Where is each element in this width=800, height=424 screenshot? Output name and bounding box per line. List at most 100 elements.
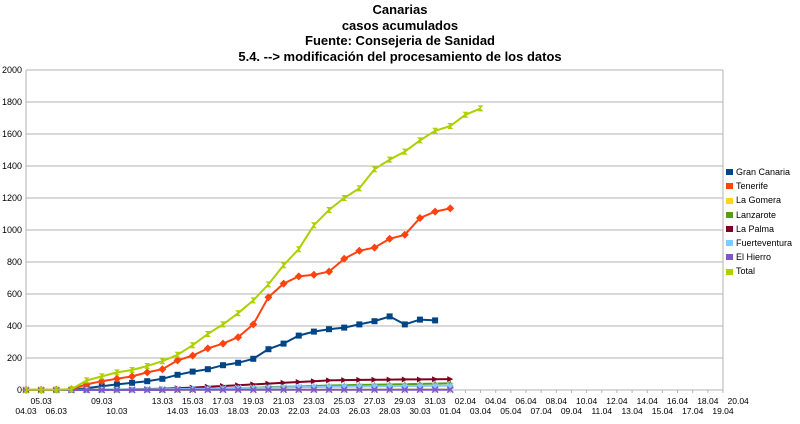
- data-point-el-hierro: [158, 386, 166, 394]
- x-tick-label-top: 10.04: [576, 396, 598, 406]
- data-point-el-hierro: [355, 386, 363, 394]
- legend-swatch: [726, 268, 733, 275]
- data-point-total: [326, 207, 333, 213]
- series-line-total: [26, 107, 481, 391]
- legend-swatch: [726, 197, 733, 204]
- data-point-el-hierro: [431, 386, 439, 394]
- x-tick-label-bottom: 01.04: [440, 406, 462, 416]
- x-tick-label-bottom: 26.03: [349, 406, 371, 416]
- data-point-la-palma: [401, 376, 408, 383]
- data-point-gran-canaria: [280, 340, 287, 347]
- legend-swatch: [726, 225, 733, 232]
- data-point-fuerteventura: [234, 384, 242, 392]
- data-point-total: [356, 185, 363, 192]
- data-point-total: [280, 262, 287, 269]
- legend-item-gran-canaria: Gran Canaria: [726, 165, 792, 179]
- legend-label: Fuerteventura: [736, 238, 793, 249]
- legend-swatch: [726, 240, 733, 247]
- legend-item-la-gomera: La Gomera: [726, 193, 792, 207]
- series-line-gran-canaria: [26, 315, 436, 391]
- data-point-tenerife: [340, 254, 349, 263]
- data-point-tenerife: [188, 351, 197, 360]
- x-tick-label-bottom: 30.03: [409, 406, 431, 416]
- data-point-el-hierro: [189, 386, 197, 394]
- x-tick-label-top: 16.04: [667, 396, 689, 406]
- data-point-gran-canaria: [265, 346, 272, 353]
- x-tick-label-bottom: 07.04: [531, 406, 553, 416]
- data-point-total: [98, 373, 105, 380]
- data-point-la-palma: [280, 379, 287, 386]
- y-tick-label: 1200: [2, 193, 22, 203]
- x-tick-label-bottom: 13.04: [621, 406, 643, 416]
- y-tick-label: 1000: [2, 225, 22, 235]
- data-point-la-palma: [326, 377, 333, 384]
- data-point-tenerife: [173, 356, 182, 365]
- legend-label: Total: [736, 266, 756, 277]
- data-point-gran-canaria: [204, 366, 211, 373]
- chart-legend: Gran Canaria Tenerife La Gomera Lanzarote La…: [726, 165, 792, 279]
- data-point-total: [432, 127, 439, 134]
- data-point-tenerife: [325, 267, 334, 276]
- data-point-el-hierro: [83, 386, 91, 394]
- x-tick-label-top: 19.03: [243, 396, 265, 406]
- x-tick-label-bottom: 09.04: [561, 406, 583, 416]
- data-point-tenerife: [234, 333, 243, 342]
- x-tick-label-top: 04.04: [485, 396, 507, 406]
- data-point-el-hierro: [173, 386, 182, 394]
- data-point-gran-canaria: [356, 321, 363, 328]
- data-point-tenerife: [370, 243, 379, 252]
- data-point-fuerteventura: [219, 384, 227, 392]
- data-point-tenerife: [446, 204, 455, 213]
- data-point-total: [83, 377, 90, 384]
- data-point-total: [310, 222, 317, 229]
- x-tick-label-bottom: 14.03: [167, 406, 189, 416]
- y-tick-label: 800: [7, 257, 22, 267]
- x-tick-label-top: 23.03: [303, 396, 325, 406]
- data-point-gran-canaria: [416, 316, 423, 323]
- y-tick-label: 0: [17, 385, 22, 395]
- y-tick-label: 1800: [2, 97, 22, 107]
- x-tick-label-top: 20.04: [728, 396, 750, 406]
- data-point-el-hierro: [128, 386, 136, 394]
- x-tick-label-bottom: 05.04: [500, 406, 522, 416]
- data-point-fuerteventura: [204, 385, 212, 393]
- data-point-total: [447, 123, 454, 129]
- data-point-total: [235, 310, 242, 317]
- data-point-gran-canaria: [159, 375, 166, 382]
- x-tick-label-top: 14.04: [637, 396, 659, 406]
- legend-label: El Hierro: [736, 252, 772, 263]
- chart-title-block: Canarias casos acumulados Fuente: Consej…: [0, 2, 800, 64]
- data-point-el-hierro: [340, 386, 348, 394]
- legend-swatch: [726, 183, 733, 190]
- data-point-gran-canaria: [98, 383, 105, 390]
- legend-label: Tenerife: [736, 181, 769, 192]
- data-point-el-hierro: [401, 386, 409, 394]
- data-point-el-hierro: [325, 386, 333, 394]
- legend-label: La Gomera: [736, 195, 782, 206]
- data-point-tenerife: [400, 230, 409, 239]
- legend-swatch: [726, 211, 733, 218]
- data-point-tenerife: [294, 272, 303, 281]
- data-point-total: [219, 321, 226, 328]
- data-point-tenerife: [249, 320, 258, 329]
- x-tick-label-bottom: 06.03: [46, 406, 68, 416]
- data-point-fuerteventura: [401, 382, 409, 390]
- x-tick-label-top: 25.03: [334, 396, 356, 406]
- x-tick-label-bottom: 04.03: [15, 406, 37, 416]
- data-point-la-palma: [341, 377, 348, 384]
- data-point-tenerife: [264, 293, 273, 302]
- x-tick-label-top: 05.03: [31, 396, 53, 406]
- x-tick-label-bottom: 11.04: [591, 406, 612, 416]
- data-point-tenerife: [279, 279, 288, 288]
- data-point-el-hierro: [280, 386, 288, 394]
- data-point-fuerteventura: [371, 382, 378, 390]
- data-point-el-hierro: [264, 386, 272, 394]
- legend-item-lanzarote: Lanzarote: [726, 208, 792, 222]
- data-point-gran-canaria: [326, 326, 333, 333]
- data-point-total: [38, 386, 45, 393]
- data-point-fuerteventura: [446, 382, 454, 390]
- data-point-fuerteventura: [249, 384, 257, 392]
- x-tick-label-top: 31.03: [424, 396, 446, 406]
- y-tick-label: 400: [7, 321, 22, 331]
- x-tick-label-top: 13.03: [152, 396, 174, 406]
